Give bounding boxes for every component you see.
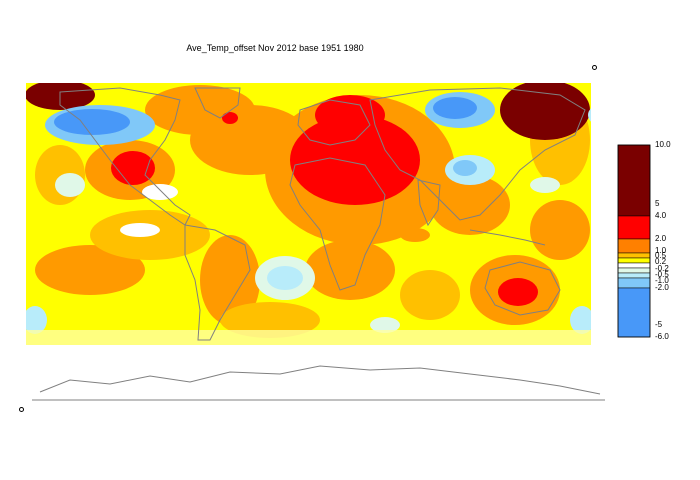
legend-label: -1.0 <box>655 276 669 285</box>
anomaly-red-regions <box>111 95 538 306</box>
legend-frame <box>617 144 651 338</box>
europe-outline <box>297 99 371 146</box>
legend-label: -0.2 <box>655 264 669 273</box>
legend-label: 10.0 <box>655 140 671 149</box>
antarctica-outline <box>39 365 601 395</box>
legend-label: -6.0 <box>655 332 669 341</box>
legend-band-4 <box>617 257 651 264</box>
north-america-outline <box>59 87 191 226</box>
legend-label: 2.0 <box>655 234 667 243</box>
legend-label: 0.5 <box>655 251 667 260</box>
asia-outline <box>369 87 586 221</box>
southeast-asia-islands-outline <box>469 229 546 246</box>
corner-marker-top-right <box>592 65 597 70</box>
anomaly-neutral-regions <box>120 184 178 237</box>
legend-label: 5 <box>655 199 660 208</box>
coastlines <box>32 87 605 401</box>
india-outline <box>417 179 441 227</box>
legend-label: 0.2 <box>655 257 667 266</box>
legend-band-6 <box>617 267 651 274</box>
legend-band-3 <box>617 252 651 259</box>
australia-outline <box>484 261 561 316</box>
legend-label: -0.5 <box>655 270 669 279</box>
greenland-outline <box>194 87 241 119</box>
legend-label: -5 <box>655 319 663 329</box>
africa-outline <box>289 157 386 291</box>
legend-band-1 <box>617 215 651 240</box>
south-america-outline <box>184 224 251 341</box>
legend-band-9 <box>617 287 651 338</box>
legend-band-0 <box>617 144 651 217</box>
corner-marker-bottom-left <box>19 407 24 412</box>
map-title: Ave_Temp_offset Nov 2012 base 1951 1980 <box>186 43 364 53</box>
legend-band-7 <box>617 272 651 279</box>
legend-label: 1.0 <box>655 246 667 255</box>
legend-label: 4.0 <box>655 211 667 220</box>
anomaly-pale-band <box>26 330 591 345</box>
legend-band-5 <box>617 262 651 269</box>
legend-label: -2.0 <box>655 283 669 292</box>
legend-band-2 <box>617 238 651 254</box>
legend-color-bar <box>617 144 651 338</box>
legend-band-8 <box>617 277 651 289</box>
anomaly-field <box>26 83 591 345</box>
